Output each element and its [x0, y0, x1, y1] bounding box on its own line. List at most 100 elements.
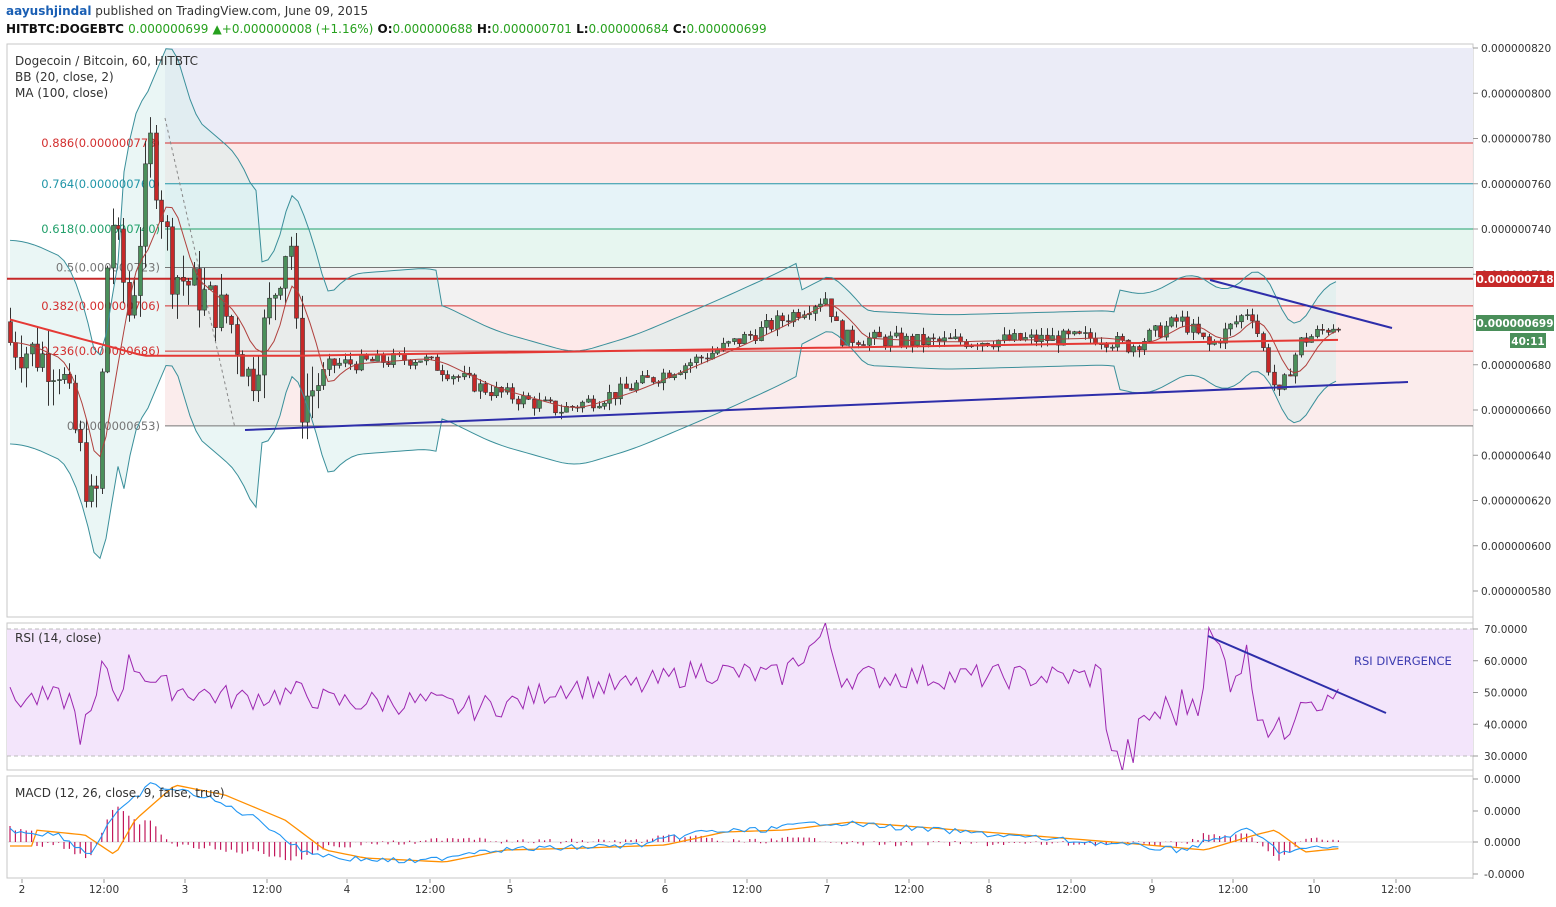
indicator-lines — [9, 48, 1339, 560]
price-tick-label: 0.000000740 — [1481, 224, 1551, 236]
candle-up — [818, 303, 823, 308]
candle-down — [19, 357, 24, 369]
candle-up — [202, 289, 207, 311]
candle-down — [1018, 333, 1023, 341]
candle-up — [262, 317, 267, 376]
candle-down — [354, 363, 359, 371]
price-tag-red-text: 0.000000718 — [1476, 274, 1553, 286]
candle-up — [1223, 328, 1228, 344]
price-tick-label: 0.000000620 — [1481, 496, 1551, 508]
candle-up — [1029, 334, 1034, 338]
candle-down — [94, 485, 99, 489]
candle-up — [872, 331, 877, 339]
candle-up — [451, 376, 456, 380]
price-tag-red — [1476, 271, 1554, 287]
time-tick-label: 12:00 — [1218, 884, 1248, 896]
candle-up — [143, 163, 148, 247]
candle-up — [1228, 323, 1233, 330]
candle-up — [310, 390, 315, 397]
candle-down — [229, 316, 234, 325]
candle-down — [1088, 332, 1093, 339]
candle-down — [386, 362, 391, 365]
price-axis[interactable] — [1473, 44, 1556, 879]
candle-down — [1196, 323, 1201, 334]
candle-down — [1266, 347, 1271, 373]
candle-down — [300, 317, 305, 423]
rsi-axis-ticks: 70.0000 60.0000 50.0000 40.0000 30.0000 — [1473, 624, 1527, 763]
time-axis[interactable]: 2 12:00 3 12:00 4 12:00 5 6 12:00 7 12:00 8 12:00 9 12… — [19, 879, 1411, 896]
candle-down — [294, 245, 299, 319]
candle-up — [688, 362, 693, 367]
price-tick-label: 0.000000640 — [1481, 450, 1551, 462]
bb-basis-line — [9, 206, 1337, 458]
candle-down — [472, 374, 477, 392]
candle-up — [1050, 335, 1055, 341]
candle-down — [1320, 329, 1325, 331]
candle-up — [683, 365, 688, 374]
price-axis-ticks: 0.000000820 0.000000800 0.000000780 0.00000… — [1473, 43, 1551, 598]
candle-up — [24, 353, 29, 369]
candle-down — [440, 370, 445, 375]
candle-up — [1012, 333, 1017, 341]
candle-up — [953, 336, 958, 339]
candle-down — [510, 387, 515, 400]
time-tick-label: 12:00 — [415, 884, 445, 896]
candle-down — [786, 320, 791, 323]
candle-up — [1142, 341, 1147, 351]
candle-up — [478, 383, 483, 392]
candle-down — [958, 336, 963, 343]
candle-up — [904, 335, 909, 347]
candle-up — [111, 225, 116, 269]
candle-up — [521, 395, 526, 405]
candle-down — [834, 316, 839, 322]
open-label: O: — [377, 22, 393, 36]
candle-down — [532, 399, 537, 409]
candle-up — [634, 382, 639, 391]
time-tick-label: 3 — [182, 884, 189, 896]
candle-down — [840, 320, 845, 346]
candle-up — [132, 295, 137, 316]
candle-up — [537, 399, 542, 409]
time-tick-label: 2 — [19, 884, 26, 896]
candle-up — [305, 395, 310, 423]
price-tick-label: 0.000000680 — [1481, 360, 1551, 372]
time-tick-label: 6 — [662, 884, 669, 896]
macd-pane[interactable] — [6, 775, 1474, 879]
up-arrow-icon: ▲ — [212, 22, 222, 36]
candle-up — [343, 359, 348, 364]
support-trendline — [244, 381, 1409, 431]
ohlc-line: HITBTC:DOGEBTC 0.000000699 ▲+0.000000008… — [6, 22, 767, 36]
candle-up — [586, 398, 591, 403]
candle-up — [823, 298, 828, 305]
candle-down — [181, 276, 186, 282]
candle-down — [1158, 325, 1163, 338]
candle-up — [283, 256, 288, 289]
candle-down — [213, 285, 218, 328]
macd-line — [9, 782, 1339, 864]
candle-down — [348, 359, 353, 365]
time-tick-label: 12:00 — [1381, 884, 1411, 896]
candle-down — [402, 354, 407, 361]
author-link[interactable]: aayushjindal — [6, 4, 92, 18]
high-value: 0.000000701 — [491, 22, 572, 36]
rsi-tick-label: 40.0000 — [1484, 719, 1527, 731]
candle-down — [1250, 314, 1255, 322]
rsi-divergence-label: RSI DIVERGENCE — [1354, 654, 1452, 668]
time-tick-label: 8 — [986, 884, 993, 896]
candle-down — [73, 382, 78, 430]
time-tick-label: 12:00 — [89, 884, 119, 896]
candle-up — [888, 335, 893, 347]
candle-up — [607, 392, 612, 404]
candle-down — [1034, 334, 1039, 342]
candle-up — [62, 373, 67, 380]
macd-title: MACD (12, 26, close, 9, false, true) — [15, 786, 225, 800]
symbol-label: HITBTC:DOGEBTC — [6, 22, 124, 36]
candle-down — [1272, 371, 1277, 386]
candle-up — [246, 368, 251, 377]
candle-up — [1131, 346, 1136, 353]
low-label: L: — [576, 22, 589, 36]
rsi-tick-label: 70.0000 — [1484, 624, 1527, 636]
price-tick-label: 0.000000820 — [1481, 43, 1551, 55]
candle-up — [89, 485, 94, 502]
